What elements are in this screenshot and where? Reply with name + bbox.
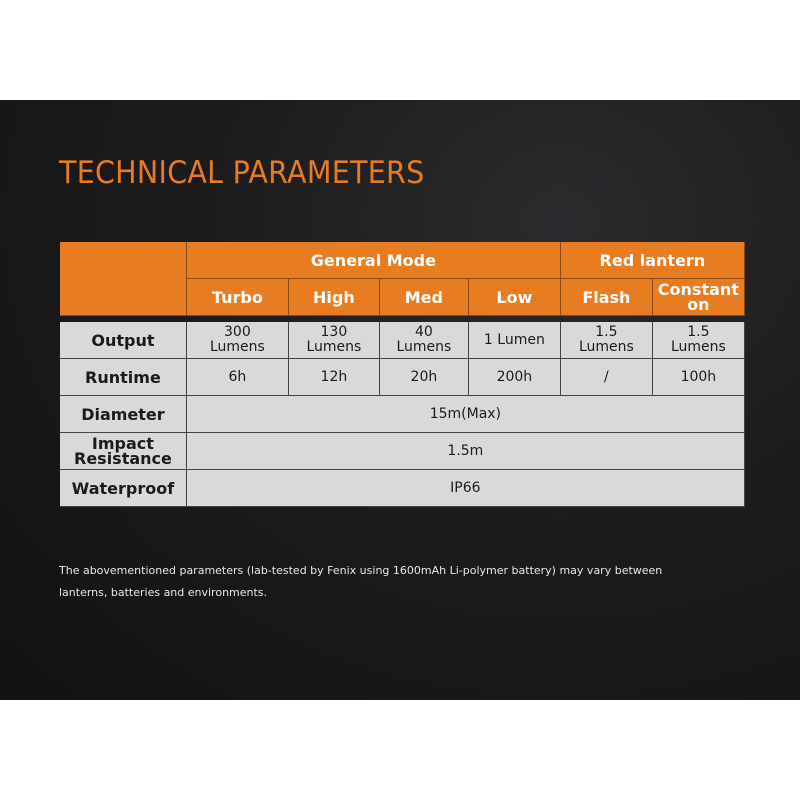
table-row: Impact Resistance 1.5m xyxy=(60,433,745,470)
cell: 200h xyxy=(468,359,561,396)
mode-header: Constant on xyxy=(652,279,745,316)
row-label: Waterproof xyxy=(60,470,187,507)
group-header-general: General Mode xyxy=(186,242,561,279)
corner-cell xyxy=(60,242,187,316)
mode-header: Med xyxy=(379,279,469,316)
cell: / xyxy=(560,359,653,396)
mode-header: Low xyxy=(468,279,561,316)
page-title: TECHNICAL PARAMETERS xyxy=(59,155,425,191)
table-row: Waterproof IP66 xyxy=(60,470,745,507)
cell: 40 Lumens xyxy=(379,322,469,359)
specs-table: General Mode Red lantern Turbo High Med … xyxy=(60,242,745,507)
row-label: Runtime xyxy=(60,359,187,396)
mode-header: High xyxy=(288,279,380,316)
row-label: Output xyxy=(60,322,187,359)
cell: 15m(Max) xyxy=(186,396,745,433)
cell: 130 Lumens xyxy=(288,322,380,359)
group-header-red: Red lantern xyxy=(560,242,745,279)
cell: 100h xyxy=(652,359,745,396)
cell: 300 Lumens xyxy=(186,322,289,359)
cell: 6h xyxy=(186,359,289,396)
mode-header: Flash xyxy=(560,279,653,316)
table-row: Runtime 6h 12h 20h 200h / 100h xyxy=(60,359,745,396)
table-row: Diameter 15m(Max) xyxy=(60,396,745,433)
cell: 1.5 Lumens xyxy=(652,322,745,359)
row-label: Diameter xyxy=(60,396,187,433)
cell: 1 Lumen xyxy=(468,322,561,359)
footnote: The abovementioned parameters (lab-teste… xyxy=(59,564,663,599)
table-row: Output 300 Lumens 130 Lumens 40 Lumens 1… xyxy=(60,322,745,359)
row-label: Impact Resistance xyxy=(60,433,187,470)
cell: IP66 xyxy=(186,470,745,507)
cell: 12h xyxy=(288,359,380,396)
cell: 1.5 Lumens xyxy=(560,322,653,359)
cell: 20h xyxy=(379,359,469,396)
cell: 1.5m xyxy=(186,433,745,470)
mode-header: Turbo xyxy=(186,279,289,316)
